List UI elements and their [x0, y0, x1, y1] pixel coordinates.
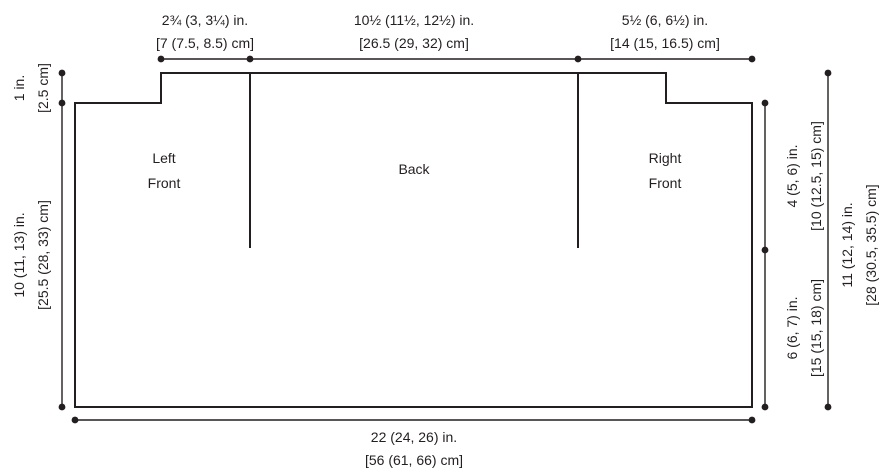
- right-lower-dimension-cm: [15 (15, 18) cm]: [808, 279, 824, 377]
- bottom-dimension-line: [71, 416, 756, 424]
- left-upper-dimension-cm: [2.5 cm]: [35, 63, 51, 113]
- right-front-label-line2: Front: [649, 175, 682, 191]
- left-main-dimension-cm: [25.5 (28, 33) cm]: [35, 200, 51, 310]
- top-left-dimension-in: 2¾ (3, 3¼) in.: [162, 12, 248, 28]
- right-total-dimension-in: 11 (12, 14) in.: [839, 202, 855, 287]
- left-upper-dimension-in: 1 in.: [11, 75, 27, 101]
- right-upper-dimension-cm: [10 (12.5, 15) cm]: [808, 121, 824, 231]
- right-upper-dimension-in: 4 (5, 6) in.: [784, 144, 800, 207]
- back-label: Back: [398, 161, 430, 177]
- left-dimension-line: [58, 69, 66, 411]
- right-lower-dimension-in: 6 (6, 7) in.: [784, 296, 800, 359]
- right-front-label-line1: Right: [649, 150, 682, 166]
- garment-outline: [74, 72, 753, 408]
- top-right-dimension-cm: [14 (15, 16.5) cm]: [610, 35, 720, 51]
- right-outer-dimension-line: [824, 69, 832, 411]
- top-middle-dimension-cm: [26.5 (29, 32) cm]: [359, 35, 469, 51]
- top-middle-dimension-in: 10½ (11½, 12½) in.: [354, 12, 474, 28]
- top-left-dimension-cm: [7 (7.5, 8.5) cm]: [156, 35, 254, 51]
- top-right-dimension-in: 5½ (6, 6½) in.: [622, 12, 708, 28]
- bottom-dimension-in: 22 (24, 26) in.: [371, 429, 457, 445]
- bottom-dimension-cm: [56 (61, 66) cm]: [365, 452, 463, 468]
- top-dimension-line: [157, 55, 756, 63]
- right-inner-dimension-line: [761, 99, 769, 411]
- right-total-dimension-cm: [28 (30.5, 35.5) cm]: [863, 184, 879, 305]
- left-main-dimension-in: 10 (11, 13) in.: [11, 212, 27, 297]
- left-front-label-line1: Left: [152, 150, 175, 166]
- left-front-label-line2: Front: [148, 175, 181, 191]
